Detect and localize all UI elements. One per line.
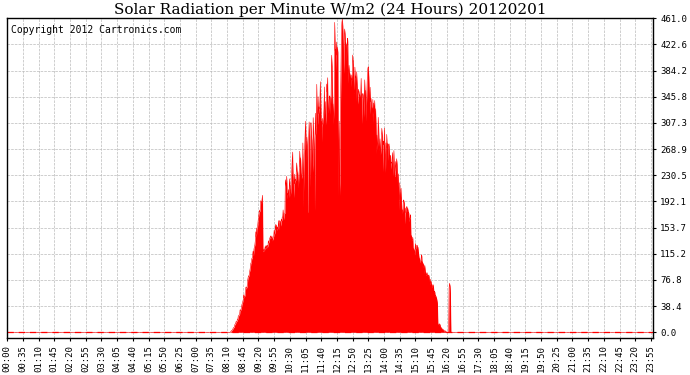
Title: Solar Radiation per Minute W/m2 (24 Hours) 20120201: Solar Radiation per Minute W/m2 (24 Hour… — [114, 3, 546, 17]
Text: Copyright 2012 Cartronics.com: Copyright 2012 Cartronics.com — [10, 25, 181, 35]
